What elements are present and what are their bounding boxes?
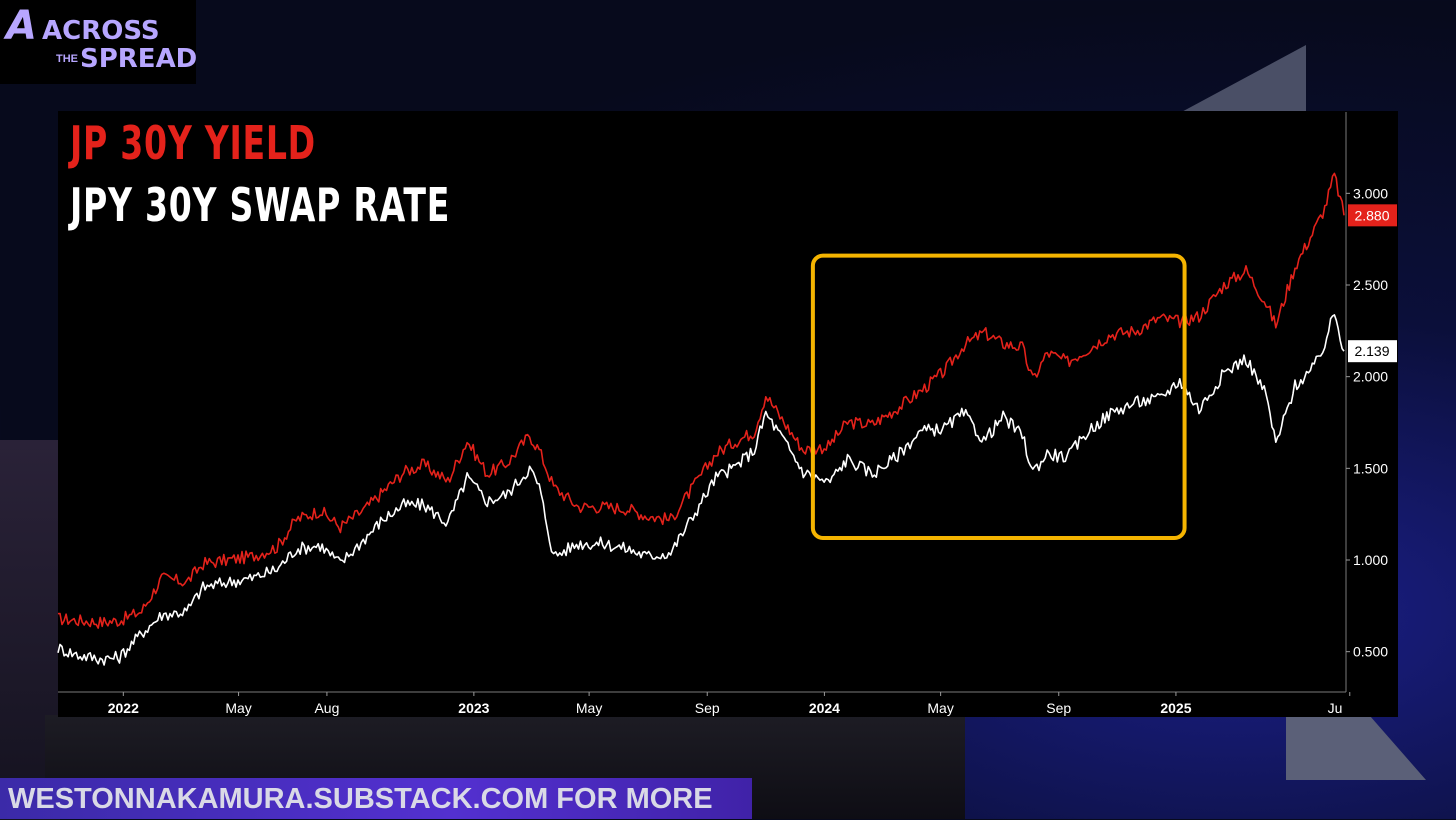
highlight-box	[810, 253, 1187, 541]
x-tick-label: Sep	[1046, 700, 1071, 716]
x-tick-label: Aug	[314, 700, 339, 716]
logo-word-the: THE	[56, 53, 78, 65]
x-tick-label: 2024	[809, 700, 840, 716]
x-tick-label: 2023	[458, 700, 489, 716]
x-tick-label: Sep	[695, 700, 720, 716]
x-tick-label: May	[927, 700, 953, 716]
series-line-yield	[57, 172, 1345, 629]
logo-word-spread: SPREAD	[80, 44, 198, 74]
logo-letter: A	[6, 3, 37, 49]
y-tick-label: 3.000	[1353, 185, 1388, 201]
x-tick-label: 2025	[1160, 700, 1191, 716]
x-tick-label: May	[576, 700, 602, 716]
y-tick-label: 2.500	[1353, 277, 1388, 293]
footer-banner: WESTONNAKAMURA.SUBSTACK.COM FOR MORE	[0, 778, 752, 819]
series-line-swap	[57, 314, 1345, 666]
last-value-label: 2.880	[1354, 207, 1389, 223]
brand-logo: A ACROSS THE SPREAD	[0, 0, 198, 84]
footer-link-text[interactable]: WESTONNAKAMURA.SUBSTACK.COM FOR MORE	[8, 783, 713, 815]
logo-word-across: ACROSS	[42, 16, 160, 46]
x-tick-label: May	[225, 700, 251, 716]
last-value-label: 2.139	[1354, 343, 1389, 359]
chart-panel	[58, 111, 1398, 717]
x-tick-label: 2022	[108, 700, 139, 716]
y-tick-label: 1.500	[1353, 460, 1388, 476]
y-tick-label: 0.500	[1353, 644, 1388, 660]
x-tick-label: Ju	[1328, 700, 1343, 716]
background-triangle-top	[1176, 45, 1306, 115]
y-tick-label: 2.000	[1353, 369, 1388, 385]
chart-title-yield: JP 30Y YIELD	[70, 116, 316, 170]
last-value-badge	[1348, 340, 1397, 363]
y-tick-label: 1.000	[1353, 552, 1388, 568]
last-value-badge	[1348, 204, 1397, 227]
chart-title-swap: JPY 30Y SWAP RATE	[70, 178, 451, 232]
